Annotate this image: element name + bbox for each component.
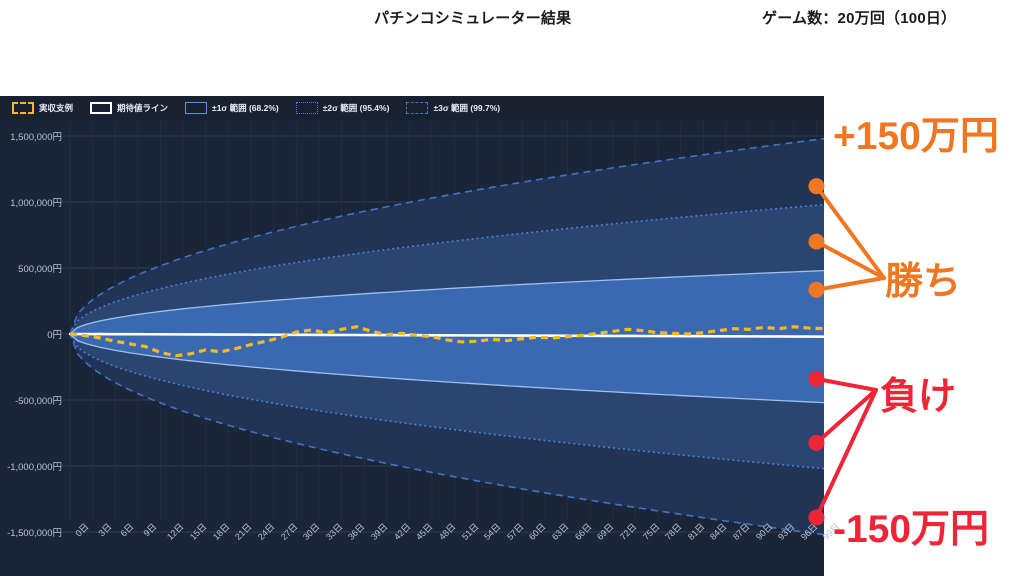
x-axis-tick-label: 99日: [821, 521, 842, 542]
x-axis-tick-label: 75日: [640, 521, 662, 542]
x-axis-tick-label: 66日: [572, 521, 594, 542]
x-axis-tick-label: 42日: [391, 521, 413, 542]
dashed-blue-swatch-icon: [406, 102, 429, 114]
y-axis-tick-label: 0円: [47, 330, 62, 341]
minus-amount-label: -150万円: [833, 508, 990, 551]
chart-legend: 実収支例 期待値ライン ±1σ 範囲 (68.2%) ±2σ 範囲 (95.4%…: [0, 96, 824, 120]
x-axis-tick-label: 81日: [685, 521, 707, 542]
x-axis-tick-label: 27日: [278, 521, 300, 542]
x-axis-tick-label: 33日: [323, 521, 345, 542]
x-axis-tick-label: 45日: [414, 521, 435, 542]
x-axis-tick-label: 96日: [798, 521, 820, 542]
solid-white-swatch-icon: [90, 102, 113, 114]
y-axis: 1,500,000円 1,000,000円 500,000円 0円 -500,000円 -…: [0, 96, 62, 576]
x-axis-tick-label: 90日: [753, 521, 775, 542]
x-axis-tick-label: 12日: [165, 521, 186, 542]
y-axis-tick-label: -1,000,000円: [7, 462, 62, 473]
chart-panel: 実収支例 期待値ライン ±1σ 範囲 (68.2%) ±2σ 範囲 (95.4%…: [0, 96, 824, 576]
legend-item-sigma1[interactable]: ±1σ 範囲 (68.2%): [185, 102, 279, 114]
x-axis-tick-label: 57日: [504, 521, 526, 542]
x-axis-tick-label: 54日: [482, 521, 503, 542]
x-axis-tick-label: 21日: [233, 521, 254, 542]
x-axis-tick-label: 18日: [210, 521, 232, 542]
legend-label: 期待値ライン: [117, 102, 169, 113]
win-label: 勝ち: [885, 261, 962, 303]
y-axis-tick-label: -1,500,000円: [7, 528, 62, 539]
x-axis-tick-label: 39日: [369, 521, 390, 542]
x-axis-tick-label: 84日: [708, 521, 729, 542]
x-axis-tick-label: 36日: [346, 521, 367, 542]
x-axis-tick-label: 51日: [459, 521, 481, 542]
x-axis-tick-label: 9日: [141, 521, 159, 539]
game-count-label: ゲーム数：20万回（100日）: [762, 10, 957, 27]
plus-amount-label: +150万円: [833, 115, 999, 158]
simulation-plot: [62, 122, 824, 536]
x-axis-tick-label: 48日: [436, 521, 458, 542]
y-axis-tick-label: -500,000円: [14, 396, 62, 407]
solid-blue-swatch-icon: [185, 102, 208, 114]
legend-item-sigma2[interactable]: ±2σ 範囲 (95.4%): [295, 102, 390, 114]
legend-label: 実収支例: [39, 102, 74, 113]
x-axis-tick-label: 93日: [776, 521, 797, 542]
legend-item-expected[interactable]: 期待値ライン: [90, 102, 168, 114]
x-axis-tick-label: 69日: [595, 521, 616, 542]
x-axis-tick-label: 60日: [527, 521, 548, 542]
legend-label: ±3σ 範囲 (99.7%): [433, 102, 501, 113]
x-axis-tick-label: 24日: [255, 521, 277, 542]
y-axis-tick-label: 500,000円: [18, 264, 62, 275]
dashed-orange-swatch-icon: [12, 102, 34, 114]
x-axis-tick-label: 72日: [617, 521, 639, 542]
x-axis-tick-label: 30日: [301, 521, 322, 542]
legend-label: ±2σ 範囲 (95.4%): [322, 102, 390, 113]
x-axis-tick-label: 87日: [730, 521, 752, 542]
legend-label: ±1σ 範囲 (68.2%): [212, 102, 279, 113]
dotted-blue-swatch-icon: [295, 102, 318, 114]
legend-item-actual[interactable]: 実収支例: [12, 102, 73, 114]
x-axis-tick-label: 6日: [118, 521, 136, 539]
x-axis-tick-label: 78日: [663, 521, 684, 542]
lose-label: 負け: [880, 376, 957, 418]
x-axis: 0日 3日 6日 9日 12日 15日 18日 21日 24日 27日 30日 33日 36日 39日 42…: [0, 520, 842, 576]
x-axis-tick-label: 63日: [549, 521, 571, 542]
y-axis-tick-label: 1,000,000円: [10, 198, 62, 209]
page-title: パチンコシミュレーター結果: [374, 10, 572, 27]
x-axis-tick-label: 15日: [188, 521, 209, 542]
x-axis-tick-label: 0日: [73, 521, 91, 539]
legend-item-sigma3[interactable]: ±3σ 範囲 (99.7%): [406, 102, 500, 114]
x-axis-tick-label: 3日: [96, 521, 114, 539]
y-axis-tick-label: 1,500,000円: [10, 132, 62, 143]
header: パチンコシミュレーター結果 ゲーム数：20万回（100日）: [0, 0, 1024, 96]
